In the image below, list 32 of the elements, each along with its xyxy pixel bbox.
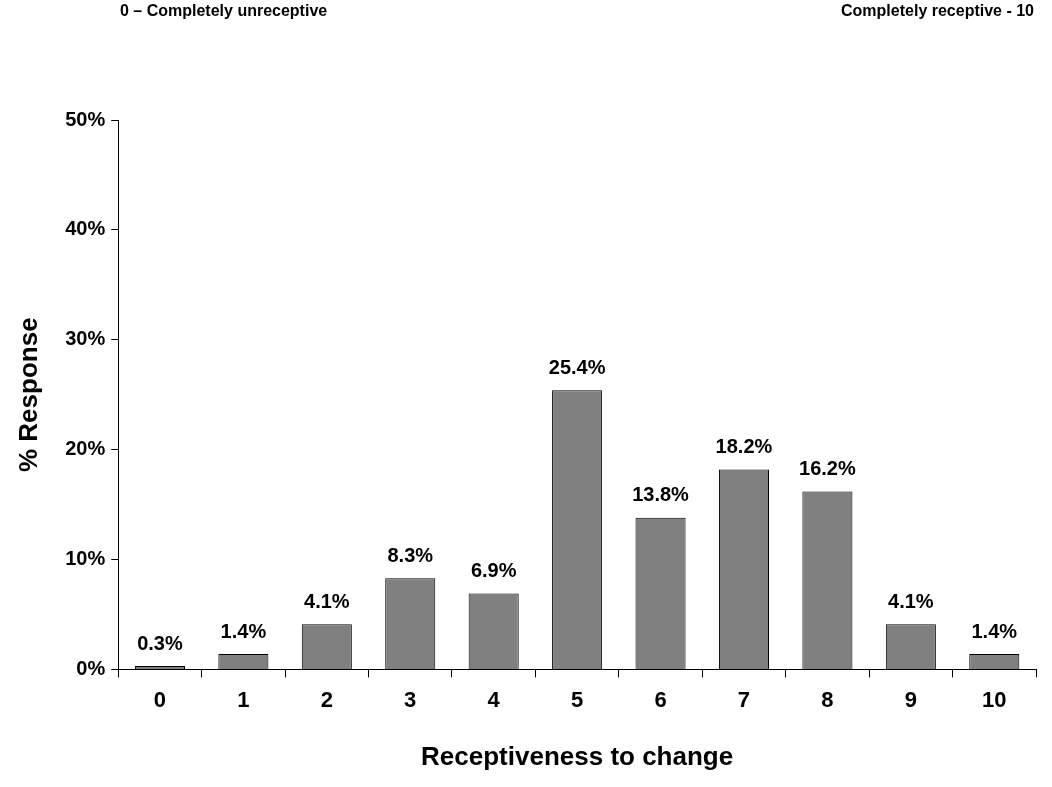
data-label: 16.2% [799, 456, 856, 479]
data-label: 6.9% [470, 559, 517, 582]
data-label: 1.4% [220, 619, 267, 642]
data-label: 25.4% [548, 355, 606, 378]
x-tick-label: 2 [320, 686, 333, 712]
y-tick-label: 20% [65, 437, 106, 460]
y-tick-label: 50% [65, 107, 106, 130]
text: 0 – Completely unreceptive [120, 2, 328, 20]
x-tick-label: 8 [821, 686, 834, 712]
text: Completely receptive - 10 [841, 2, 1034, 20]
x-axis-title: Receptiveness to change [421, 740, 734, 771]
x-tick-label: 0 [153, 686, 167, 712]
y-axis-title: % Response [12, 317, 43, 472]
x-tick-label: 3 [404, 686, 417, 712]
y-tick-label: 0% [76, 656, 106, 679]
data-label: 8.3% [387, 543, 434, 566]
x-tick-label: 10 [982, 686, 1007, 712]
x-tick-label: 4 [487, 686, 501, 712]
data-label: 4.1% [888, 589, 934, 612]
x-tick-label: 9 [904, 686, 917, 712]
y-tick-label: 10% [65, 547, 106, 570]
x-tick-label: 1 [237, 686, 250, 712]
x-tick-label: 7 [737, 686, 751, 712]
data-label: 0.3% [137, 631, 183, 654]
data-label: 13.8% [632, 483, 690, 506]
data-label: 4.1% [304, 589, 350, 612]
x-tick-label: 6 [654, 686, 667, 712]
data-label: 1.4% [971, 619, 1018, 642]
x-tick-label: 5 [570, 686, 584, 712]
data-label: 18.2% [715, 434, 773, 457]
y-tick-label: 30% [65, 327, 106, 350]
y-tick-label: 40% [65, 217, 106, 240]
